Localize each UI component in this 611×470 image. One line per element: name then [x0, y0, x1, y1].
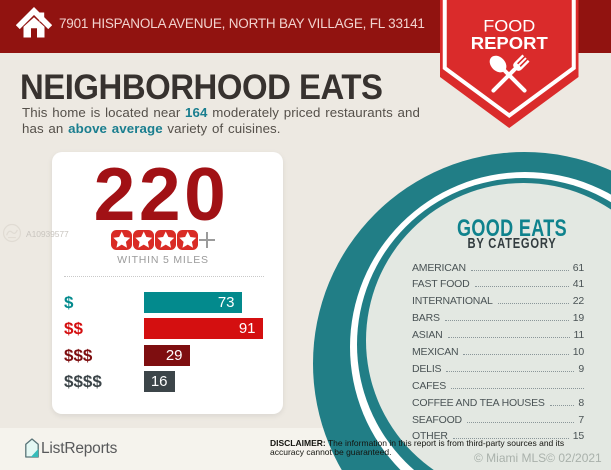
svg-text:FOOD: FOOD	[483, 17, 535, 36]
svg-text:REPORT: REPORT	[471, 33, 548, 53]
